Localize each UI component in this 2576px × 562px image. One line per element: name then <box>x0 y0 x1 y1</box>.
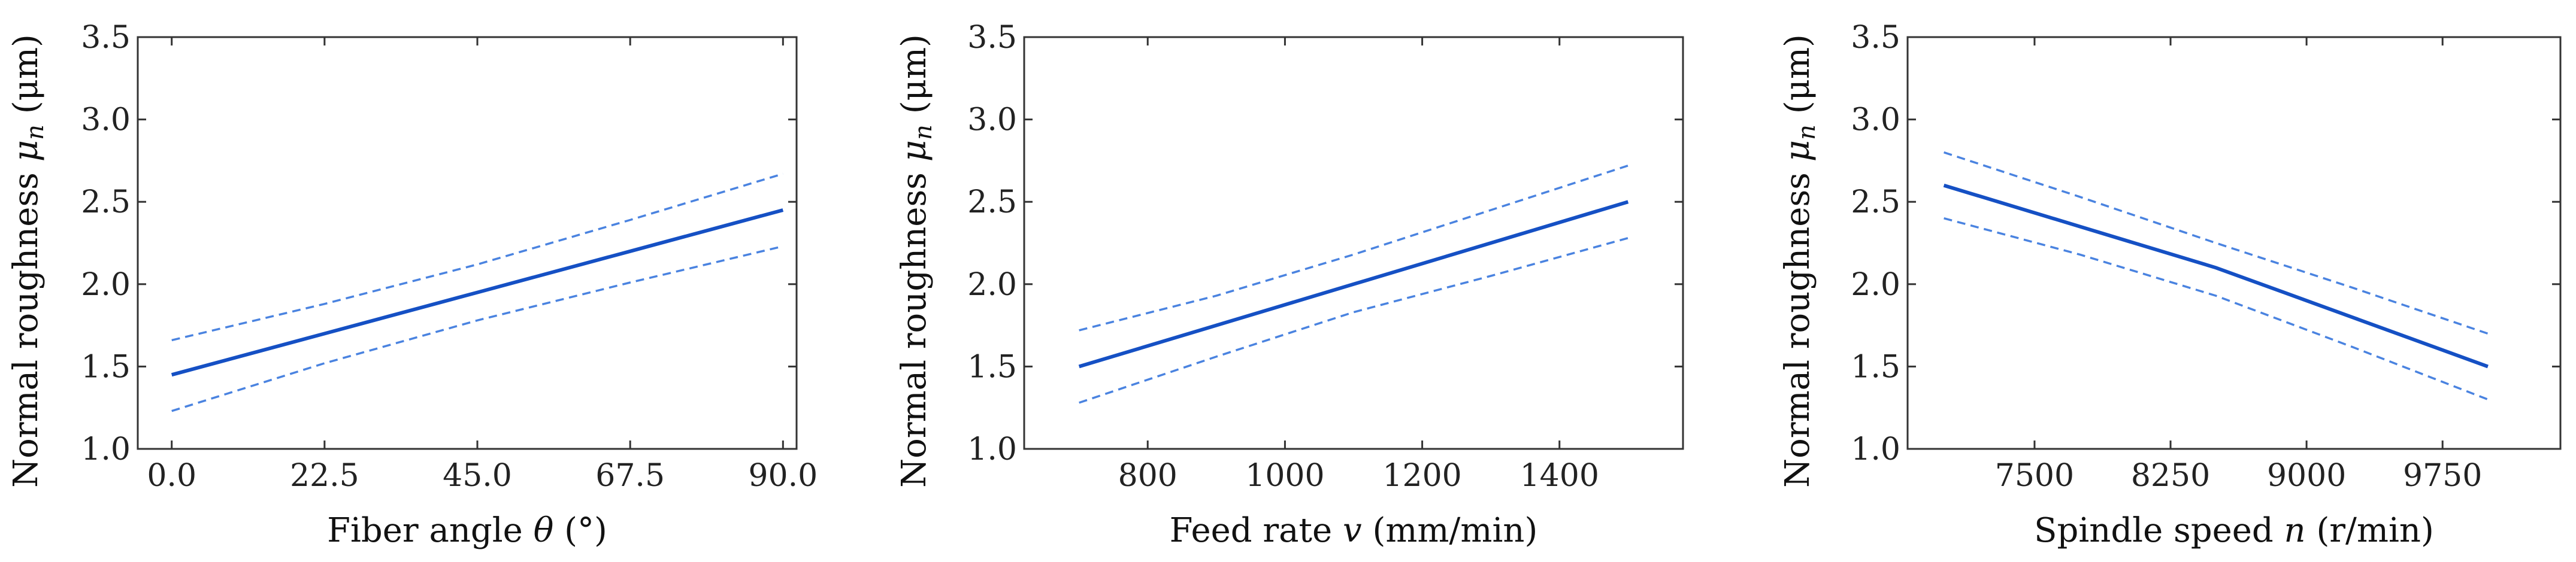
y-tick-label: 3.5 <box>81 20 131 56</box>
x-tick-label: 1000 <box>1245 458 1324 494</box>
y-tick-label: 1.5 <box>81 349 131 385</box>
x-tick-label: 22.5 <box>290 458 359 494</box>
lower-bound-line <box>171 245 783 412</box>
y-tick-label: 2.5 <box>1851 184 1900 220</box>
y-tick-label: 2.0 <box>81 267 131 303</box>
x-tick-label: 45.0 <box>443 458 512 494</box>
x-tick-label: 90.0 <box>748 458 818 494</box>
x-axis-title: Fiber angle θ (°) <box>327 511 607 550</box>
lower-bound-line <box>1079 237 1628 404</box>
fit-line <box>1078 200 1629 369</box>
y-tick-label: 2.5 <box>81 184 131 220</box>
y-axis-title: Normal roughness μn (μm) <box>7 34 49 488</box>
x-tick-label: 7500 <box>1995 458 2074 494</box>
x-axis-title: Feed rate v (mm/min) <box>1170 511 1538 550</box>
x-tick-label: 9750 <box>2403 458 2482 494</box>
y-tick-label: 3.0 <box>1851 102 1900 138</box>
plot-frame <box>137 36 798 450</box>
y-tick-label: 2.0 <box>967 267 1017 303</box>
chart-panel-1: 0.0 22.5 45.0 67.5 90.0 1.0 1.5 2.0 2.5 3.0 3.5 Fib… <box>7 20 818 550</box>
fit-line <box>171 208 784 377</box>
x-tick-label: 1400 <box>1520 458 1599 494</box>
y-tick-label: 3.0 <box>967 102 1017 138</box>
lower-bound-line <box>1944 217 2489 401</box>
plot-frame <box>1906 36 2562 450</box>
x-tick-label: 800 <box>1118 458 1177 494</box>
x-tick-label: 8250 <box>2131 458 2210 494</box>
fit-line <box>1943 183 2489 369</box>
y-tick-label: 3.0 <box>81 102 131 138</box>
x-tick-label: 9000 <box>2267 458 2346 494</box>
y-axis-title: Normal roughness μn (μm) <box>895 34 937 488</box>
y-tick-label: 3.5 <box>1851 20 1900 56</box>
plot-frame <box>1023 36 1684 450</box>
y-axis-title: Normal roughness μn (μm) <box>1778 34 1821 488</box>
x-tick-label: 0.0 <box>147 458 196 494</box>
upper-bound-line <box>171 172 783 342</box>
y-tick-label: 1.5 <box>967 349 1017 385</box>
y-tick-label: 1.0 <box>967 432 1017 467</box>
y-tick-label: 3.5 <box>967 20 1017 56</box>
y-tick-label: 1.5 <box>1851 349 1900 385</box>
upper-bound-line <box>1944 151 2489 335</box>
y-tick-label: 1.0 <box>81 432 131 467</box>
upper-bound-line <box>1079 165 1628 332</box>
chart-panel-2: 800 1000 1200 1400 1.0 1.5 2.0 2.5 3.0 3.5 Feed ra… <box>895 20 1684 550</box>
x-tick-label: 67.5 <box>595 458 665 494</box>
y-tick-label: 2.5 <box>967 184 1017 220</box>
y-tick-label: 1.0 <box>1851 432 1900 467</box>
chart-panel-3: 7500 8250 9000 9750 1.0 1.5 2.0 2.5 3.0 3.5 Spindl… <box>1778 20 2562 550</box>
y-tick-label: 2.0 <box>1851 267 1900 303</box>
x-tick-label: 1200 <box>1382 458 1461 494</box>
x-axis-title: Spindle speed n (r/min) <box>2034 511 2434 550</box>
